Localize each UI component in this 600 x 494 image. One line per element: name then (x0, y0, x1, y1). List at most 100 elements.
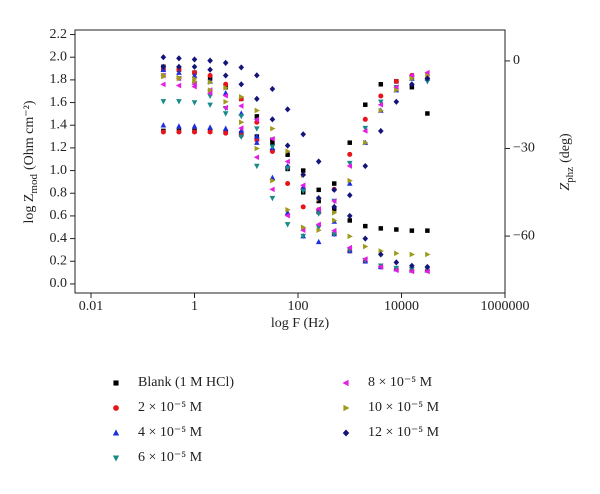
y2-axis-label-text: Zphz (deg) (558, 133, 575, 191)
modulus-point (425, 251, 431, 258)
phase-point (315, 238, 322, 245)
y-tick-label: 0.8 (50, 185, 68, 200)
modulus-point (377, 264, 384, 270)
x-tick-label: 1 (191, 299, 198, 314)
phase-point (331, 181, 337, 186)
modulus-point (363, 243, 369, 250)
modulus-point (270, 125, 276, 132)
legend-marker (113, 380, 119, 386)
modulus-point (394, 227, 399, 232)
modulus-point (424, 268, 430, 275)
phase-point (239, 119, 245, 126)
y-tick-label: 0.0 (50, 276, 68, 291)
phase-point (254, 145, 260, 152)
phase-point (300, 233, 307, 240)
plot-frame (74, 29, 506, 294)
y-tick-label: 0.6 (50, 208, 68, 223)
x-tick-label: 10000 (384, 299, 419, 314)
phase-point (346, 163, 353, 169)
legend-marker (342, 429, 350, 437)
modulus-point (393, 265, 400, 272)
modulus-point (331, 231, 338, 238)
phase-point (393, 78, 399, 84)
y-tick-label: 2.0 (50, 49, 68, 64)
y-tick-label: 1.8 (50, 72, 68, 87)
modulus-point (191, 56, 198, 63)
modulus-point (409, 251, 415, 258)
modulus-point (393, 259, 400, 266)
legend-label: 8 × 10⁻⁵ M (368, 375, 433, 390)
phase-point (222, 104, 228, 111)
modulus-point (160, 81, 166, 88)
phase-point (408, 72, 415, 79)
modulus-point (160, 99, 167, 105)
modulus-point (238, 127, 245, 134)
y-tick-label: 1.2 (50, 140, 68, 155)
modulus-point (207, 102, 213, 108)
phase-point (284, 142, 291, 149)
phase-point (207, 87, 214, 93)
modulus-point (362, 235, 369, 242)
legend-label: 6 × 10⁻⁵ M (138, 450, 203, 465)
modulus-point (284, 158, 290, 165)
modulus-point (176, 129, 182, 135)
phase-point (222, 111, 229, 117)
phase-point (270, 177, 276, 184)
phase-point (253, 154, 260, 161)
phase-point (424, 75, 431, 82)
modulus-point (239, 94, 245, 100)
phase-point (254, 114, 260, 119)
phase-point (300, 171, 307, 178)
y-label-main: log Z (22, 194, 37, 224)
legend-label: Blank (1 M HCl) (138, 375, 234, 390)
modulus-point (315, 206, 321, 212)
y-axis-label: log Zmod (Ohm cm⁻²) (22, 100, 39, 223)
x-tick-label: 0.01 (79, 299, 104, 314)
y-label-sub: mod (28, 174, 40, 194)
phase-point (409, 81, 415, 88)
phase-point (207, 66, 213, 73)
modulus-point (284, 166, 291, 172)
phase-point (238, 125, 244, 131)
phase-point (378, 127, 384, 135)
phase-point (191, 81, 197, 88)
modulus-point (378, 251, 384, 258)
legend-marker (342, 379, 349, 387)
phase-point (284, 212, 290, 219)
modulus-point (160, 122, 167, 128)
phase-point (362, 116, 368, 122)
legend-marker (113, 405, 119, 411)
modulus-point (269, 144, 276, 150)
phase-point (425, 111, 430, 116)
phase-point (362, 125, 369, 132)
phase-point (269, 186, 275, 193)
legend-marker (112, 429, 120, 436)
modulus-point (285, 148, 291, 155)
modulus-point (222, 59, 229, 66)
modulus-point (315, 158, 322, 165)
modulus-point (238, 103, 244, 109)
phase-point (254, 95, 260, 102)
modulus-point (191, 100, 198, 106)
phase-point (377, 101, 384, 108)
y-label-unit: (Ohm cm⁻²) (22, 100, 37, 170)
phase-point (347, 177, 353, 184)
modulus-point (207, 124, 213, 130)
phase-point (347, 140, 353, 145)
phase-point (254, 139, 260, 145)
modulus-point (160, 129, 166, 135)
modulus-point (207, 57, 213, 64)
legend-label: 12 × 10⁻⁵ M (368, 425, 440, 440)
modulus-point (393, 267, 399, 274)
modulus-point (408, 268, 415, 275)
modulus-point (347, 218, 353, 223)
y2-tick-label: −30 (513, 141, 535, 156)
phase-point (223, 99, 229, 105)
phase-point (378, 82, 384, 87)
modulus-point (409, 228, 415, 233)
modulus-point (347, 233, 353, 240)
modulus-point (300, 168, 306, 173)
modulus-point (316, 187, 321, 193)
phase-point (269, 148, 275, 154)
